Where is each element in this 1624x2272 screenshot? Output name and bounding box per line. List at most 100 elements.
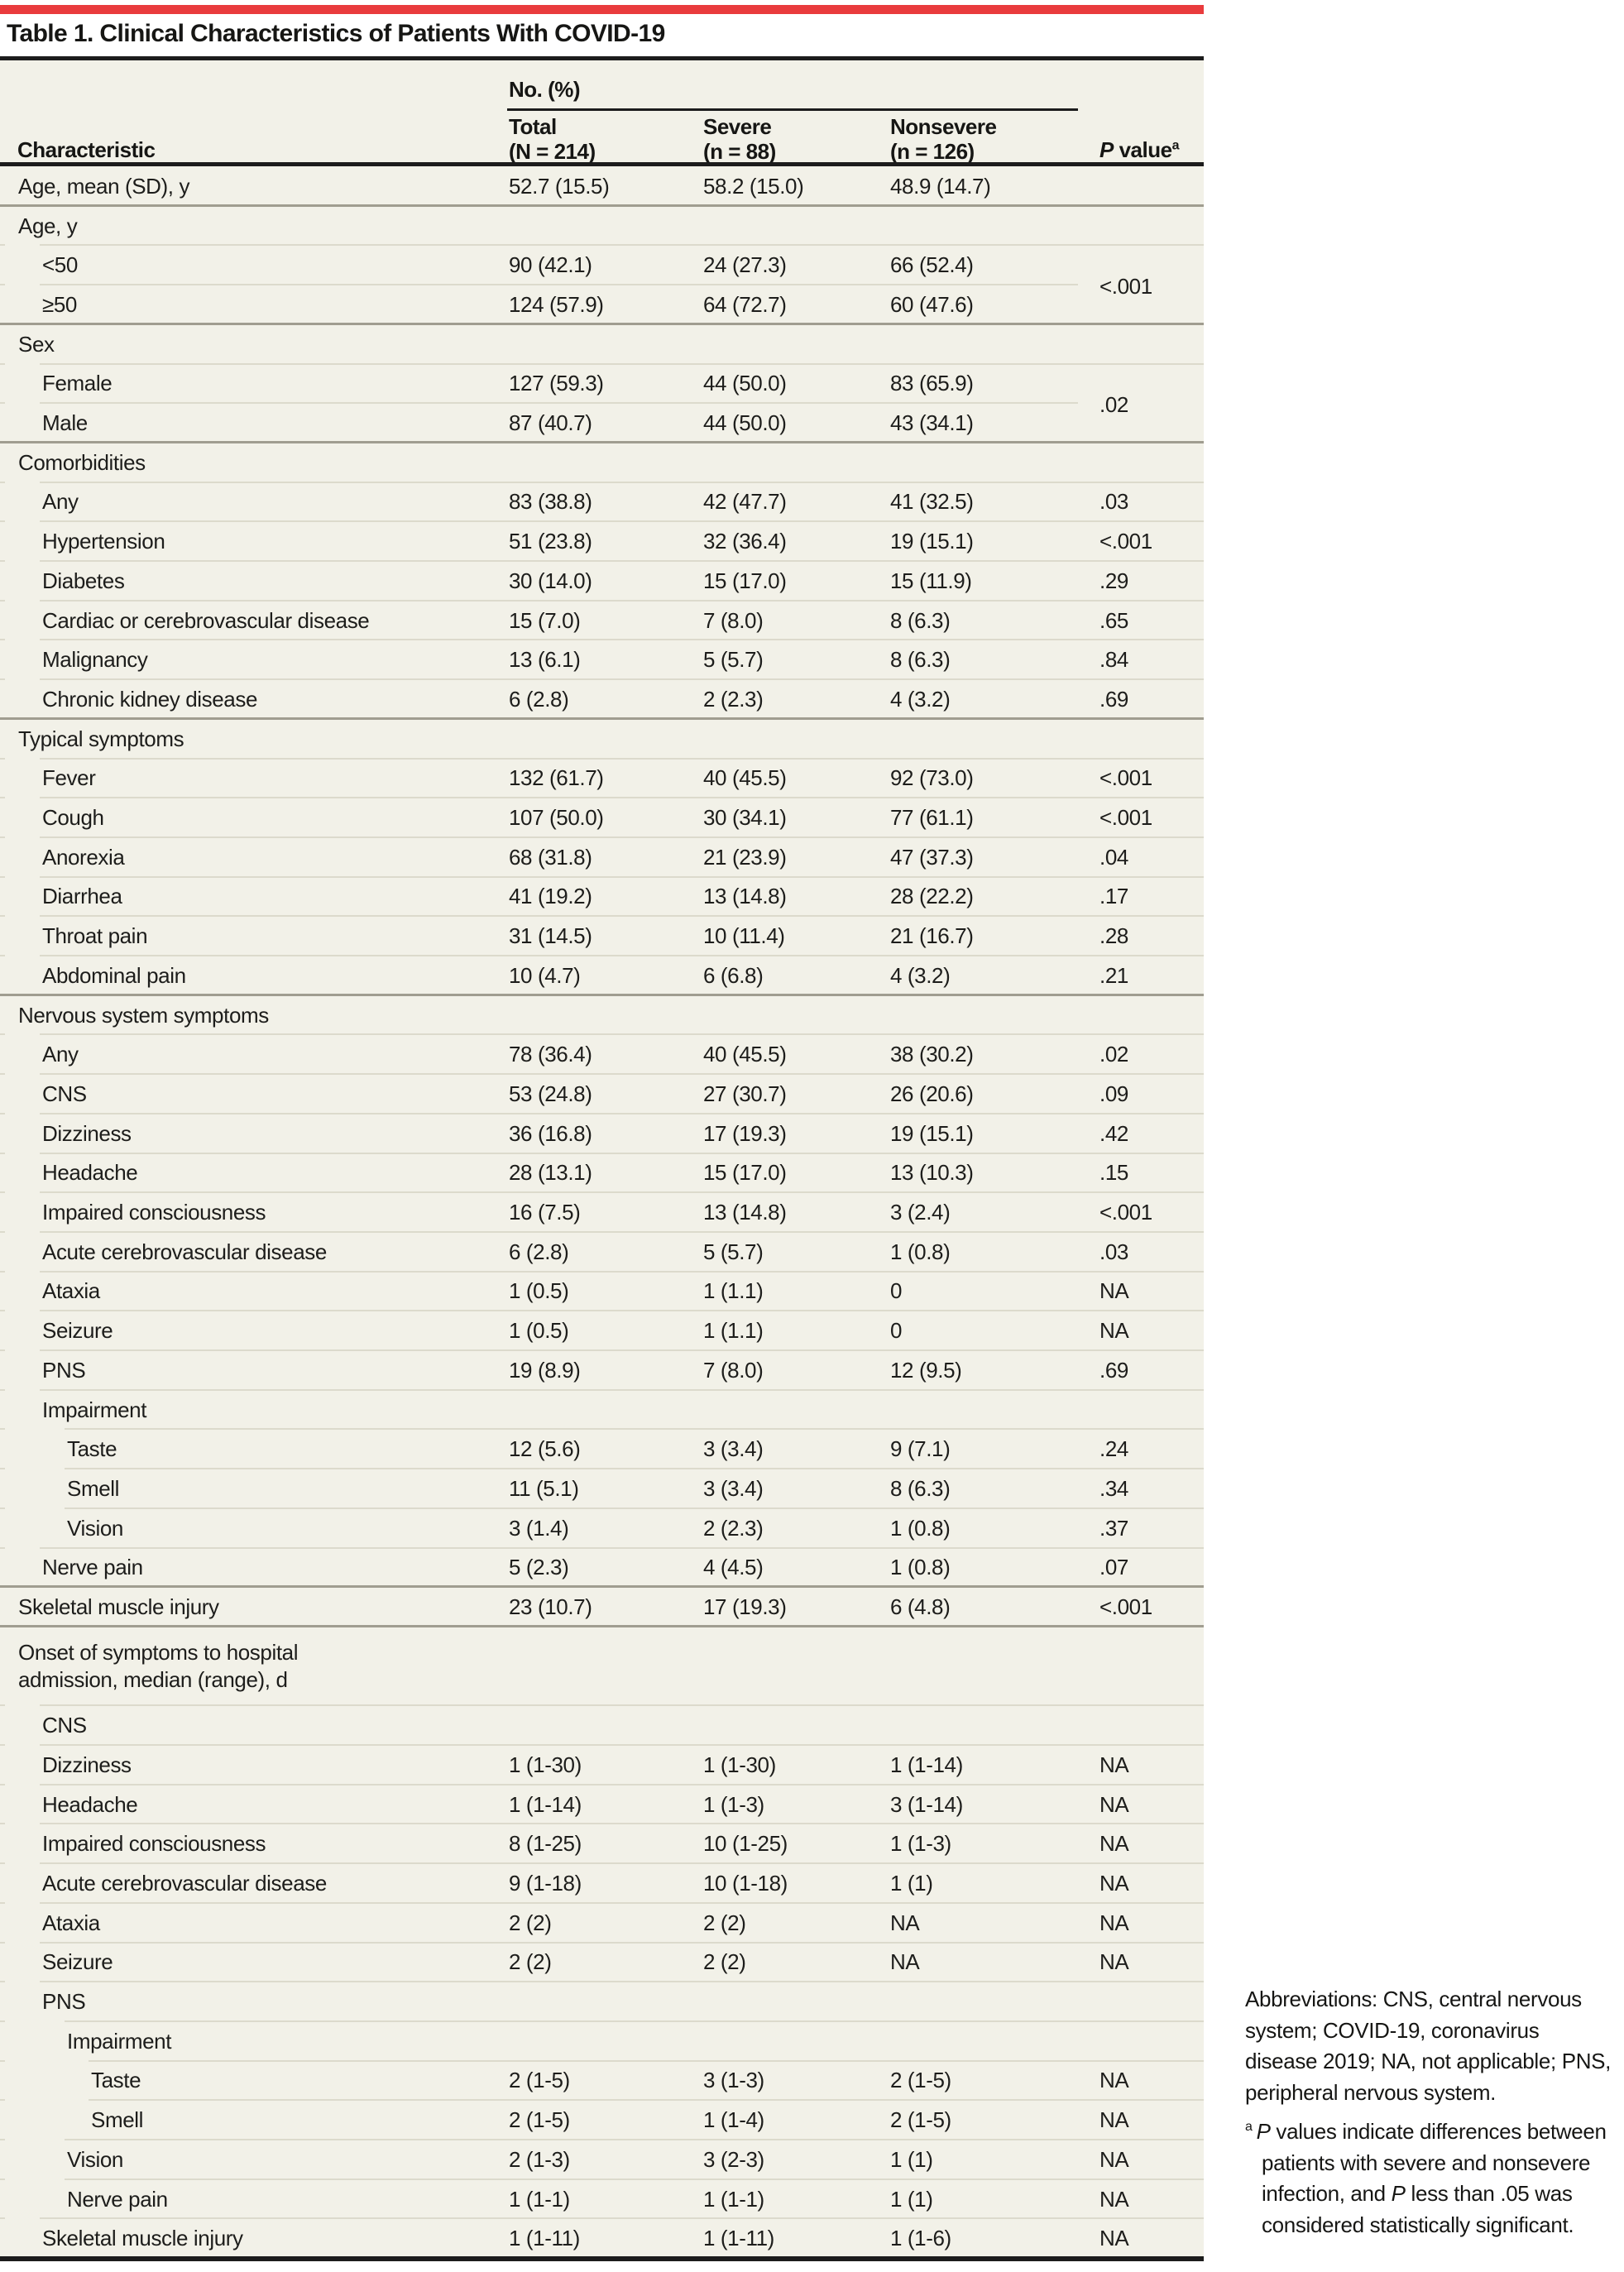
row-divider-stub <box>0 955 5 956</box>
row-divider-stub <box>0 1507 5 1509</box>
cell-total: 9 (1-18) <box>509 1870 582 1896</box>
row-divider-stub <box>0 1901 5 1904</box>
row-divider <box>40 1704 1204 1707</box>
cell-severe: 2 (2) <box>703 1910 746 1935</box>
cell-p-value: .69 <box>1099 686 1128 712</box>
row-divider-stub <box>0 2020 5 2022</box>
cell-nonsevere: 4 (3.2) <box>890 686 951 712</box>
row-divider <box>40 560 1204 562</box>
cell-total: 23 (10.7) <box>509 1594 592 1620</box>
row-divider-stub <box>0 1388 5 1391</box>
row-divider-stub <box>0 1152 5 1154</box>
cell-p-value: .09 <box>1099 1081 1128 1106</box>
row-divider <box>65 1428 1204 1431</box>
cell-total: 2 (1-3) <box>509 2146 570 2172</box>
cell-nonsevere: 1 (1) <box>890 2186 933 2212</box>
cell-severe: 3 (2-3) <box>703 2146 764 2172</box>
row-divider <box>40 836 1204 838</box>
row-label: Dizziness <box>42 1752 132 1777</box>
cell-total: 78 (36.4) <box>509 1042 592 1067</box>
cell-nonsevere: 12 (9.5) <box>890 1357 962 1383</box>
row-label: Ataxia <box>42 1910 100 1935</box>
table-row: Nerve pain 1 (1-1) 1 (1-1) 1 (1) NA <box>0 2178 1204 2219</box>
row-divider-stub <box>0 599 5 602</box>
table-row: Skeletal muscle injury 1 (1-11) 1 (1-11) 1 … <box>0 2217 1204 2258</box>
cell-nonsevere: 60 (47.6) <box>890 291 974 317</box>
cell-severe: 17 (19.3) <box>703 1120 787 1146</box>
table-row: Cardiac or cerebrovascular disease 15 (7.… <box>0 599 1204 640</box>
table-row: PNS <box>0 1981 1204 2021</box>
cell-nonsevere: 8 (6.3) <box>890 1475 951 1501</box>
cell-total: 2 (1-5) <box>509 2107 570 2133</box>
cell-total: 2 (1-5) <box>509 2068 570 2093</box>
table-row: CNS <box>0 1704 1204 1745</box>
column-header-severe-line2: (n = 88) <box>703 139 776 164</box>
cell-severe: 1 (1-1) <box>703 2186 764 2212</box>
cell-total: 68 (31.8) <box>509 844 592 870</box>
cell-severe: 5 (5.7) <box>703 647 764 673</box>
cell-nonsevere: 19 (15.1) <box>890 1120 974 1146</box>
cell-nonsevere: 0 <box>890 1318 903 1344</box>
cell-p-value: .03 <box>1099 489 1128 515</box>
cell-p-value: <.001 <box>1099 765 1152 791</box>
cell-nonsevere: 1 (1) <box>890 2146 933 2172</box>
row-label: Acute cerebrovascular disease <box>42 1239 327 1264</box>
cell-p-value: .07 <box>1099 1555 1128 1580</box>
cell-severe: 10 (1-25) <box>703 1831 788 1857</box>
table-row: Dizziness 1 (1-30) 1 (1-30) 1 (1-14) NA <box>0 1744 1204 1785</box>
row-label: Impairment <box>42 1397 147 1422</box>
row-divider-stub <box>0 244 5 247</box>
row-divider-stub <box>0 1744 5 1746</box>
cell-total: 28 (13.1) <box>509 1160 592 1186</box>
row-divider <box>40 244 1204 247</box>
row-divider <box>40 915 1204 918</box>
p-italic: P <box>1099 137 1114 162</box>
row-label: CNS <box>42 1081 87 1106</box>
row-label: Skeletal muscle injury <box>42 2226 243 2251</box>
table-row: Hypertension 51 (23.8) 32 (36.4) 19 (15.1) <… <box>0 520 1204 561</box>
cell-p-value: .65 <box>1099 607 1128 633</box>
row-label: Age, y <box>18 213 78 238</box>
cell-p-value: .24 <box>1099 1436 1128 1462</box>
row-label: Taste <box>67 1436 117 1462</box>
row-divider <box>40 599 1204 602</box>
row-label: Age, mean (SD), y <box>18 173 190 199</box>
table-row: Male 87 (40.7) 44 (50.0) 43 (34.1) <box>0 402 1204 443</box>
row-divider <box>40 1073 1204 1076</box>
row-divider <box>65 2139 1204 2140</box>
cell-total: 52.7 (15.5) <box>509 173 610 199</box>
row-label: Seizure <box>42 1318 113 1344</box>
row-divider <box>40 1112 1204 1114</box>
row-label: Anorexia <box>42 844 125 870</box>
cell-total: 1 (1-14) <box>509 1791 582 1817</box>
row-divider <box>40 1862 1204 1865</box>
row-divider-stub <box>0 1468 5 1470</box>
cell-p-value: NA <box>1099 1870 1129 1896</box>
row-divider <box>40 678 1204 681</box>
cell-severe: 21 (23.9) <box>703 844 787 870</box>
cell-total: 2 (2) <box>509 1910 552 1935</box>
cell-severe: 30 (34.1) <box>703 805 787 831</box>
row-label: Smell <box>67 1475 120 1501</box>
row-label: Hypertension <box>42 529 165 554</box>
row-divider-stub <box>0 1546 5 1549</box>
row-divider <box>40 1981 1204 1983</box>
cell-p-value: .29 <box>1099 568 1128 593</box>
cell-nonsevere: 15 (11.9) <box>890 568 972 593</box>
row-label: Any <box>42 489 79 515</box>
row-divider <box>40 955 1204 956</box>
cell-total: 31 (14.5) <box>509 923 592 949</box>
cell-total: 127 (59.3) <box>509 371 604 396</box>
cell-p-value: NA <box>1099 1949 1129 1975</box>
row-label: Impaired consciousness <box>42 1831 266 1857</box>
table-row: Ataxia 2 (2) 2 (2) NA NA <box>0 1901 1204 1943</box>
table-row: Acute cerebrovascular disease 9 (1-18) 10 … <box>0 1862 1204 1903</box>
section-divider <box>0 993 1204 996</box>
cell-p-value: .69 <box>1099 1357 1128 1383</box>
row-divider <box>40 875 1204 878</box>
cell-nonsevere: 92 (73.0) <box>890 765 974 791</box>
section-divider <box>0 1585 1204 1589</box>
cell-nonsevere: NA <box>890 1949 920 1975</box>
row-label: Impaired consciousness <box>42 1200 266 1225</box>
cell-severe: 6 (6.8) <box>703 962 764 988</box>
